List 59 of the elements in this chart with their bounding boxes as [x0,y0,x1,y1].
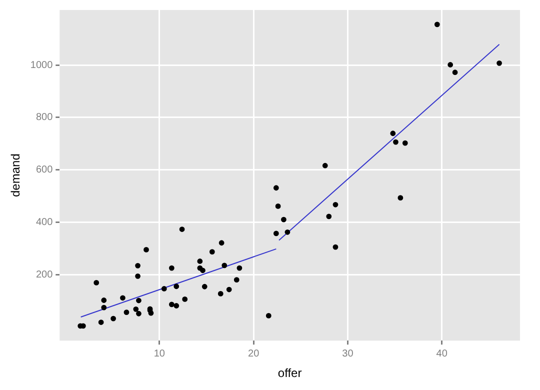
point [101,298,107,303]
point [174,303,180,308]
point [202,284,208,290]
y-tick-label: 800 [36,112,54,124]
point [275,204,281,209]
point [218,291,224,296]
point [120,295,126,301]
point [209,249,215,254]
point [402,140,408,146]
point [168,302,174,308]
point [322,162,328,168]
point [98,320,104,325]
point [284,229,290,235]
point [135,273,140,279]
point [393,139,398,145]
x-axis-title: offer [278,366,302,380]
y-tick-label: 400 [36,216,54,228]
point [197,258,203,264]
x-tick-label: 20 [248,348,260,360]
point [452,70,458,76]
point [182,296,188,302]
point [133,306,139,312]
point [234,277,240,283]
point [161,286,167,292]
point [398,195,404,201]
point [273,230,279,236]
point [448,62,454,68]
y-tick-label: 600 [36,164,54,176]
point [110,316,116,322]
point [390,130,396,136]
point [136,298,142,304]
point [144,247,149,252]
point [218,240,224,246]
point [273,185,279,191]
point [135,262,140,268]
point [200,268,206,274]
point [496,60,502,66]
y-tick-label: 200 [36,269,54,280]
point [226,286,232,292]
point [124,310,130,316]
point [326,214,332,220]
x-tick-label: 40 [436,348,448,360]
point [266,313,272,318]
x-tick-label: 30 [342,348,354,360]
point [281,216,286,222]
point [136,310,142,316]
y-tick-label: 1000 [30,60,54,71]
point [94,280,100,286]
point [101,304,107,310]
point [222,262,228,268]
point [174,284,180,290]
point [332,244,338,250]
point [434,22,440,28]
point [332,202,338,208]
x-tick-label: 10 [154,348,166,360]
point [168,265,174,271]
point [236,265,242,271]
point [179,226,185,232]
y-axis-title: demand [8,154,23,197]
